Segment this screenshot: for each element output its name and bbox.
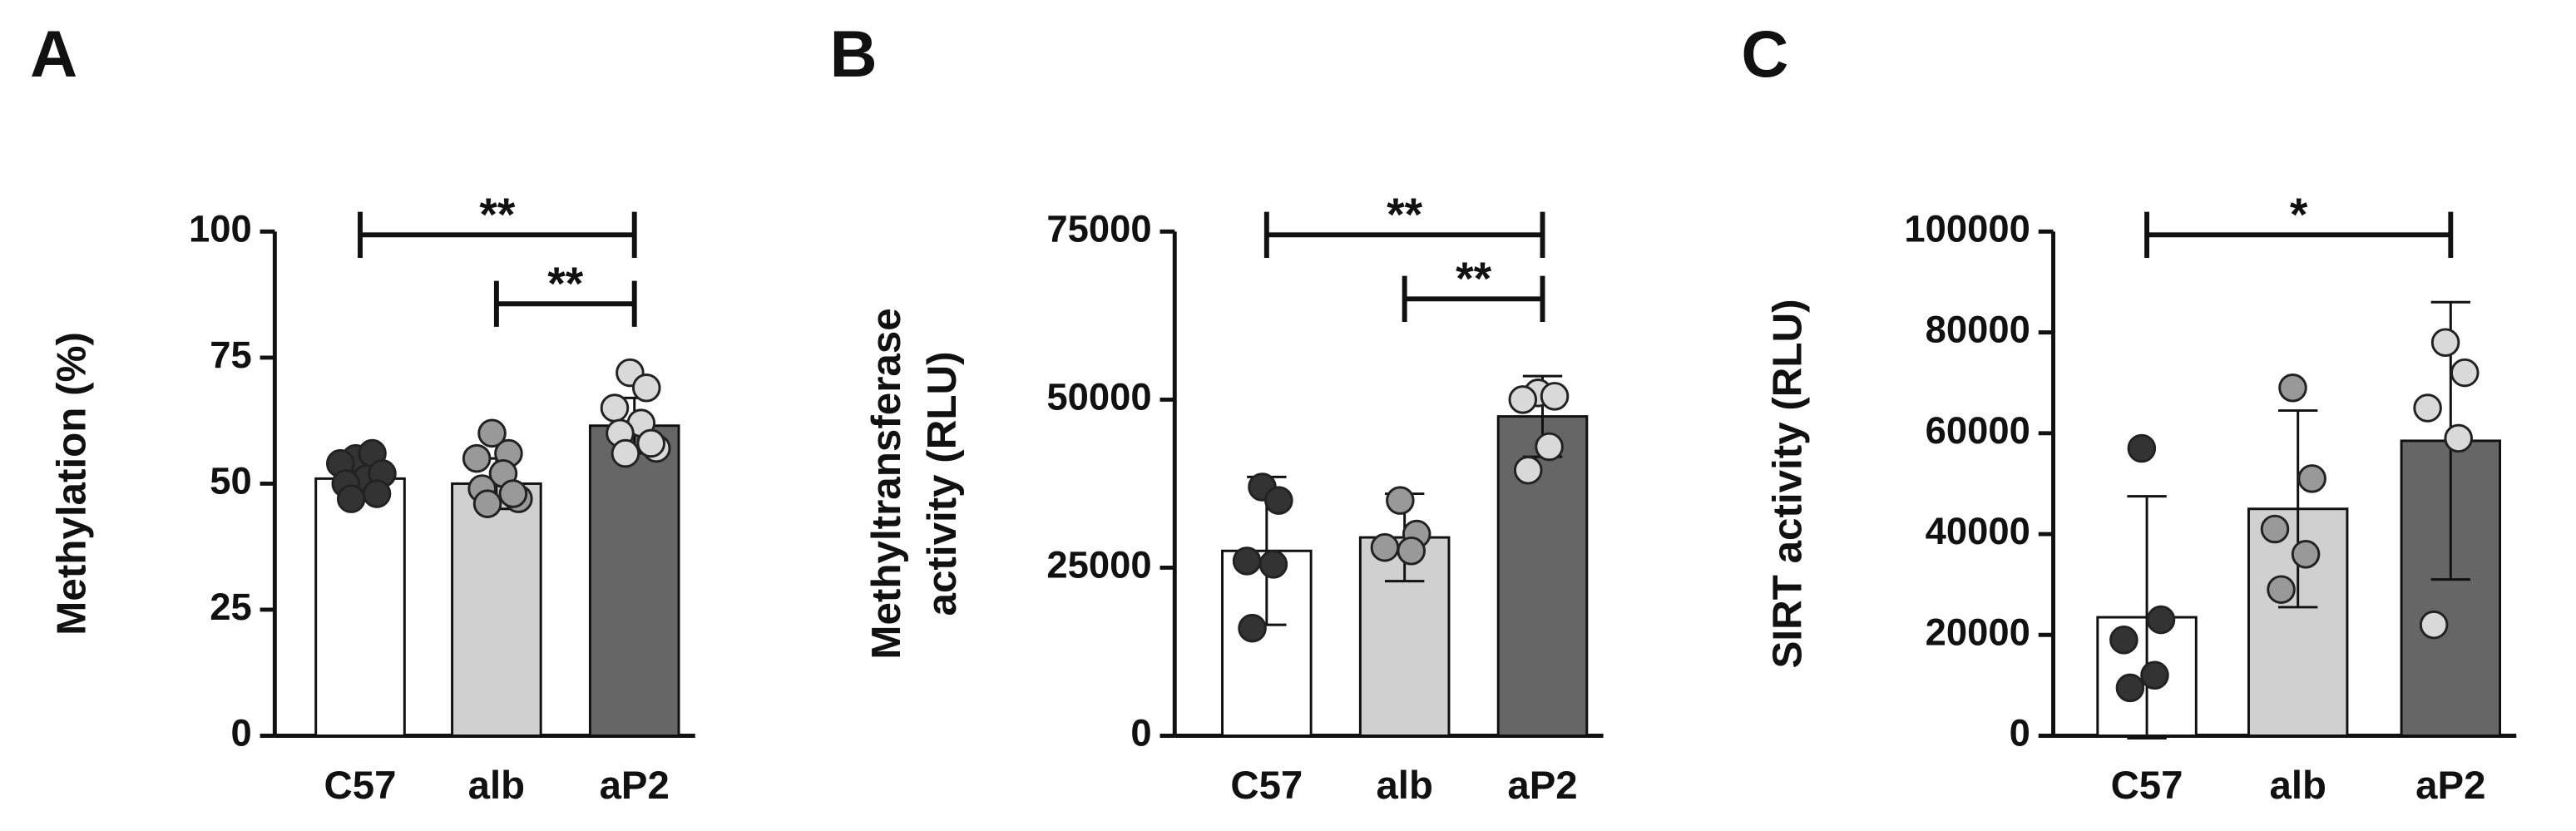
y-axis-label: SIRT activity (RLU) [1765, 299, 1811, 668]
panel-label: B [830, 17, 878, 91]
data-point [1508, 385, 1538, 414]
x-tick-label: C57 [2111, 764, 2183, 808]
y-tick-label: 0 [2010, 711, 2030, 754]
y-tick-label: 80000 [1926, 309, 2030, 351]
y-axis-label: Methylation (%) [49, 332, 95, 636]
significance-label: ** [547, 258, 584, 309]
x-tick-label: aP2 [2415, 764, 2485, 808]
significance-label: * [2290, 189, 2308, 240]
data-point [2419, 610, 2449, 640]
x-tick-label: alb [1376, 764, 1432, 808]
x-tick-label: alb [2269, 764, 2326, 808]
x-tick-label: aP2 [1507, 764, 1577, 808]
data-point [2278, 373, 2307, 403]
y-tick-label: 25000 [1046, 543, 1151, 586]
y-axis-label: Methyltransferase [863, 308, 909, 659]
bar [451, 482, 542, 737]
data-point [362, 479, 392, 508]
significance-label: ** [479, 189, 516, 240]
data-point [477, 418, 507, 448]
data-point [1232, 547, 1262, 576]
data-point [1264, 486, 1293, 515]
data-point [336, 484, 366, 513]
y-tick-label: 20000 [1926, 611, 2030, 653]
bar [1496, 415, 1589, 737]
panel-label: A [30, 17, 77, 91]
data-point [1238, 613, 1267, 643]
data-point [2297, 464, 2326, 493]
y-tick-label: 25 [210, 586, 251, 628]
data-point [2115, 673, 2145, 703]
x-tick-label: C57 [1230, 764, 1303, 808]
error-bar [2278, 409, 2318, 609]
x-tick-label: C57 [324, 764, 397, 808]
y-tick-label: 0 [230, 711, 251, 754]
y-tick-label: 50 [210, 459, 251, 502]
data-point [1370, 532, 1400, 562]
data-point [2291, 540, 2321, 569]
bar [314, 477, 406, 737]
bar [588, 424, 680, 737]
data-point [2140, 660, 2169, 690]
data-point [2267, 575, 2296, 604]
data-point [1397, 536, 1426, 566]
y-tick-label: 100 [189, 207, 252, 250]
data-point [2430, 328, 2460, 357]
data-point [2127, 433, 2157, 463]
y-tick-label: 75 [210, 334, 251, 376]
y-tick-label: 100000 [1904, 207, 2030, 250]
data-point [472, 489, 502, 518]
data-point [631, 373, 661, 403]
data-point [2413, 393, 2442, 423]
data-point [462, 443, 492, 473]
data-point [2260, 514, 2290, 544]
data-point [1535, 432, 1564, 462]
data-point [636, 428, 666, 458]
data-point [611, 438, 640, 468]
significance-label: ** [1387, 189, 1423, 240]
data-point [1258, 550, 1288, 579]
x-tick-label: alb [468, 764, 525, 808]
data-point [2450, 358, 2480, 388]
data-point [2444, 423, 2473, 453]
data-point [1513, 455, 1543, 485]
data-point [1386, 486, 1415, 515]
y-tick-label: 0 [1130, 711, 1151, 754]
y-tick-label: 75000 [1046, 207, 1151, 250]
significance-label: ** [1456, 253, 1492, 304]
data-point [2146, 605, 2176, 635]
panel-label: C [1741, 17, 1788, 91]
y-tick-label: 60000 [1926, 409, 2030, 452]
x-tick-label: aP2 [600, 764, 670, 808]
data-point [498, 479, 528, 508]
y-axis-label: activity (RLU) [919, 351, 965, 616]
y-tick-label: 40000 [1926, 510, 2030, 552]
y-tick-label: 50000 [1046, 375, 1151, 418]
data-point [600, 393, 630, 423]
data-point [2109, 626, 2138, 655]
data-point [1540, 382, 1570, 411]
